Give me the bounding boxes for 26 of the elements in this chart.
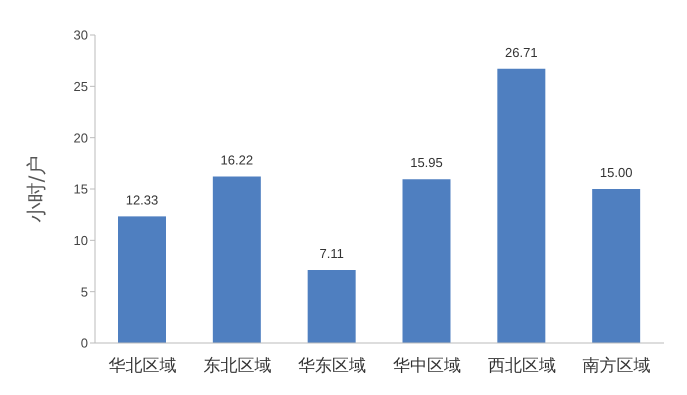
y-tick-label: 5 <box>80 284 88 300</box>
y-tick-label: 0 <box>80 336 88 351</box>
y-tick-label: 30 <box>74 28 88 43</box>
data-label: 26.71 <box>505 44 538 60</box>
y-tick-label: 10 <box>74 232 88 248</box>
x-tick-label: 南方区域 <box>582 356 651 376</box>
data-label: 12.33 <box>126 192 158 208</box>
x-tick-label: 西北区域 <box>488 356 556 376</box>
data-label: 7.11 <box>319 246 344 262</box>
bar <box>402 179 450 343</box>
x-tick-label: 华东区域 <box>298 356 366 376</box>
x-tick-label: 华中区域 <box>392 356 461 376</box>
bar <box>212 176 261 343</box>
y-tick-label: 15 <box>74 182 88 197</box>
y-axis-title: 小时/户 <box>24 156 48 222</box>
y-tick-label: 25 <box>74 78 88 94</box>
bar <box>592 189 640 343</box>
data-label: 15.95 <box>410 155 443 170</box>
data-label: 16.22 <box>220 152 254 168</box>
x-tick-label: 东北区域 <box>203 356 272 376</box>
bar <box>118 216 166 343</box>
bar <box>497 68 546 343</box>
data-label: 15.00 <box>600 165 632 180</box>
y-tick-label: 20 <box>74 130 88 146</box>
x-tick-label: 华北区域 <box>108 356 176 376</box>
bar <box>308 270 356 343</box>
